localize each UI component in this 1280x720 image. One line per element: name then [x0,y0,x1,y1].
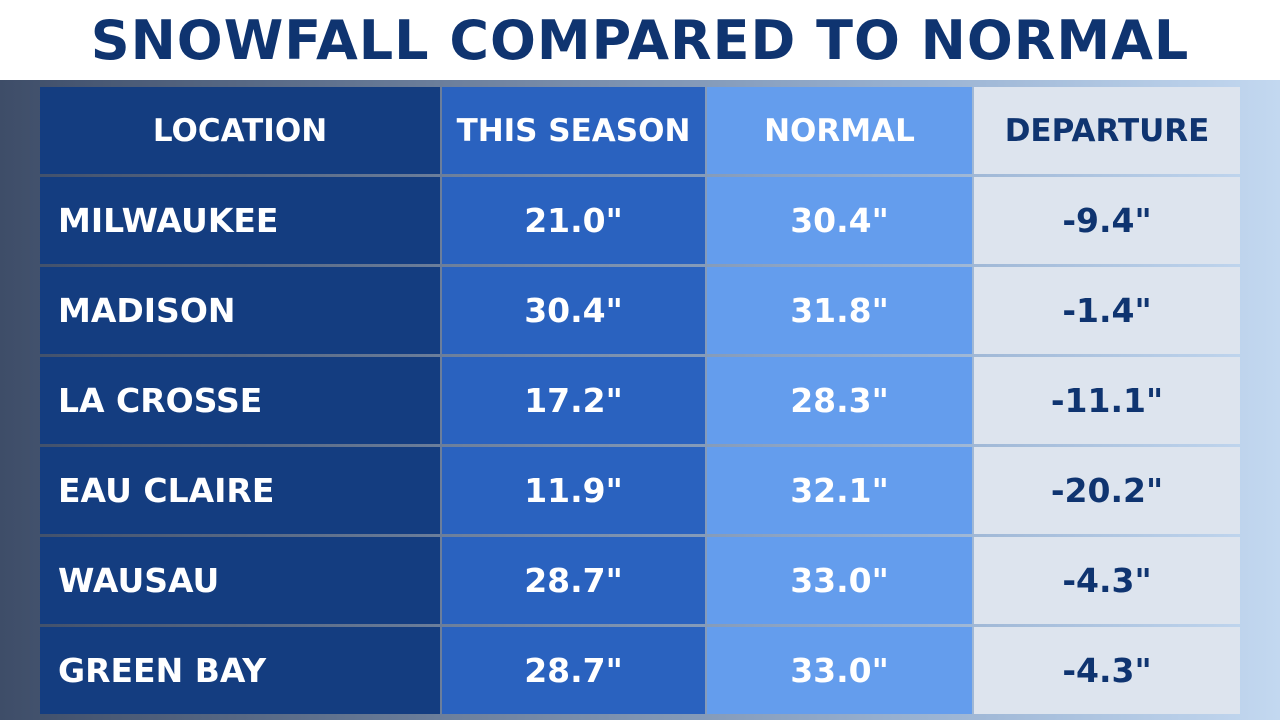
title-band: SNOWFALL COMPARED TO NORMAL [0,0,1280,80]
location-cell: WAUSAU [40,537,440,624]
header-normal: NORMAL [707,87,972,174]
table-row: GREEN BAY 28.7" 33.0" -4.3" [40,627,1240,714]
departure-cell: -4.3" [974,537,1240,624]
this-season-cell: 30.4" [442,267,705,354]
header-departure: DEPARTURE [974,87,1240,174]
normal-cell: 28.3" [707,357,972,444]
header-row: LOCATION THIS SEASON NORMAL DEPARTURE [40,87,1240,174]
location-cell: MADISON [40,267,440,354]
this-season-cell: 11.9" [442,447,705,534]
table-row: LA CROSSE 17.2" 28.3" -11.1" [40,357,1240,444]
table-row: EAU CLAIRE 11.9" 32.1" -20.2" [40,447,1240,534]
this-season-cell: 28.7" [442,537,705,624]
header-location: LOCATION [40,87,440,174]
departure-cell: -9.4" [974,177,1240,264]
departure-cell: -11.1" [974,357,1240,444]
location-cell: MILWAUKEE [40,177,440,264]
table-row: MILWAUKEE 21.0" 30.4" -9.4" [40,177,1240,264]
location-cell: EAU CLAIRE [40,447,440,534]
location-cell: GREEN BAY [40,627,440,714]
this-season-cell: 17.2" [442,357,705,444]
header-this-season: THIS SEASON [442,87,705,174]
normal-cell: 33.0" [707,537,972,624]
departure-cell: -20.2" [974,447,1240,534]
departure-cell: -1.4" [974,267,1240,354]
this-season-cell: 21.0" [442,177,705,264]
this-season-cell: 28.7" [442,627,705,714]
normal-cell: 31.8" [707,267,972,354]
page-title: SNOWFALL COMPARED TO NORMAL [90,8,1190,72]
snowfall-table: LOCATION THIS SEASON NORMAL DEPARTURE MI… [40,87,1240,717]
departure-cell: -4.3" [974,627,1240,714]
normal-cell: 32.1" [707,447,972,534]
normal-cell: 33.0" [707,627,972,714]
table-row: WAUSAU 28.7" 33.0" -4.3" [40,537,1240,624]
normal-cell: 30.4" [707,177,972,264]
location-cell: LA CROSSE [40,357,440,444]
table-row: MADISON 30.4" 31.8" -1.4" [40,267,1240,354]
